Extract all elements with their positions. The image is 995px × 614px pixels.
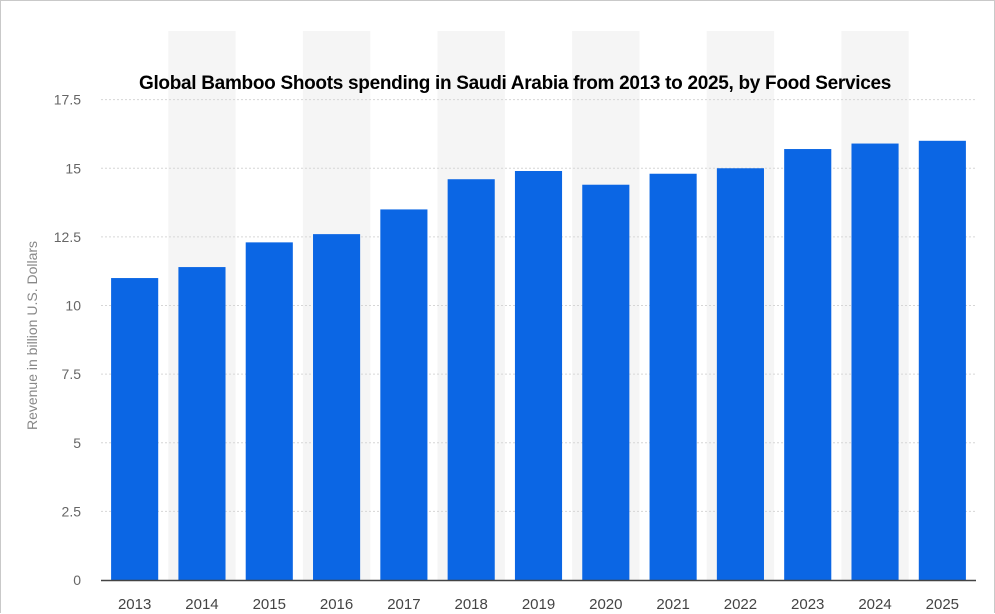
x-tick-label: 2016 (320, 596, 353, 613)
bar-2015 (245, 242, 293, 581)
bars (111, 140, 966, 581)
bar-2023 (784, 149, 832, 580)
bar-2021 (649, 173, 697, 581)
bar-2013 (111, 278, 159, 580)
bar-2018 (447, 179, 495, 581)
y-axis-label: Revenue in billion U.S. Dollars (24, 241, 40, 430)
y-tick-label: 2.5 (62, 503, 82, 519)
y-tick-label: 15 (65, 160, 81, 176)
x-tick-label: 2021 (656, 596, 689, 613)
bar-2016 (313, 234, 361, 580)
y-axis-ticks: 0 2.5 5 7.5 10 12.5 15 17.5 (54, 92, 81, 588)
bar-2017 (380, 209, 428, 581)
y-tick-label: 10 (65, 298, 81, 314)
x-tick-label: 2023 (791, 596, 824, 613)
bar-2024 (851, 143, 899, 581)
y-tick-label: 7.5 (62, 366, 82, 382)
bar-2014 (178, 267, 226, 580)
x-tick-label: 2019 (522, 596, 555, 613)
y-tick-label: 0 (73, 572, 81, 588)
x-tick-label: 2025 (926, 596, 959, 613)
x-tick-label: 2013 (118, 596, 151, 613)
bar-2022 (716, 168, 764, 580)
y-tick-label: 5 (73, 435, 81, 451)
x-tick-label: 2022 (724, 596, 757, 613)
y-tick-label: 12.5 (54, 229, 81, 245)
bar-2019 (514, 170, 563, 580)
y-tick-label: 17.5 (54, 92, 81, 108)
bar-2020 (582, 184, 630, 580)
x-tick-label: 2014 (185, 596, 218, 613)
chart-title: Global Bamboo Shoots spending in Saudi A… (138, 73, 892, 94)
x-axis-ticks: 2013 2014 2015 2016 2017 2018 2019 2020 2021 2022… (118, 596, 959, 613)
x-tick-label: 2018 (455, 596, 488, 613)
x-tick-label: 2020 (589, 596, 622, 613)
x-tick-label: 2015 (253, 596, 286, 613)
bar-2025 (918, 140, 966, 581)
x-tick-label: 2024 (858, 596, 891, 613)
x-tick-label: 2017 (387, 596, 420, 613)
